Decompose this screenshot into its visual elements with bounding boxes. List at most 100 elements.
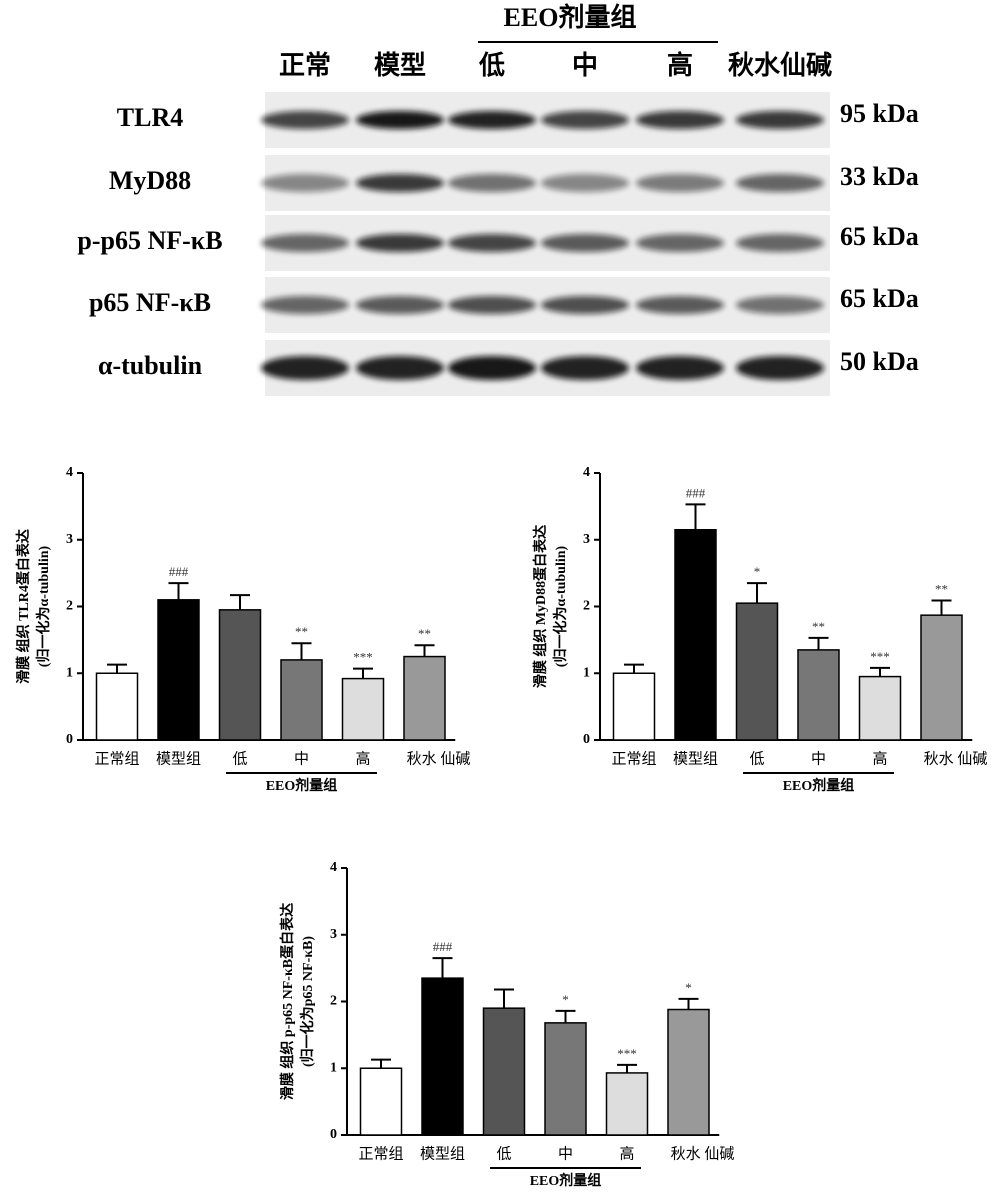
significance: ** [295, 624, 308, 639]
blot-group-label: EEO剂量组 [504, 2, 637, 32]
significance: ** [812, 619, 825, 634]
significance: *** [617, 1046, 637, 1061]
significance: *** [353, 650, 373, 665]
bar [218, 609, 262, 741]
significance: * [685, 980, 692, 995]
row-size: 50 kDa [840, 347, 919, 376]
y-axis-label: 滑膜 组织 TLR4蛋白表达 [15, 529, 32, 684]
bar-chart: 0 1 2 3 4 正常组 ### 模型组 * 低 ** 中 *** 高 ** 秋水 仙碱 EEO剂量组 滑膜 组… [532, 465, 987, 794]
band [541, 234, 629, 252]
lane-label: 模型 [374, 51, 426, 80]
band [261, 234, 349, 252]
y-tick-label: 0 [583, 732, 590, 747]
y-tick-label: 1 [330, 1060, 337, 1075]
x-tick-label: 秋水 仙碱 [671, 1145, 735, 1162]
x-tick-label: 秋水 仙碱 [407, 750, 471, 767]
significance: *** [870, 649, 890, 664]
band [261, 174, 349, 192]
significance: ### [686, 485, 706, 500]
y-tick-label: 0 [66, 732, 73, 747]
group-label: EEO剂量组 [266, 777, 338, 794]
band [448, 234, 536, 252]
row-label: α-tubulin [98, 351, 203, 380]
y-tick-label: 1 [66, 665, 73, 680]
y-axis-label: 滑膜 组织 p-p65 NF-κB蛋白表达 [279, 903, 296, 1100]
x-tick-label: 高 [619, 1145, 634, 1162]
band [736, 174, 824, 192]
band [448, 356, 536, 380]
bar [667, 1008, 710, 1136]
bar [735, 602, 779, 741]
bar-chart: 0 1 2 3 4 正常组 ### 模型组 低 * 中 *** 高 * 秋水 仙碱 EEO剂量组 滑膜 组织 p… [279, 860, 734, 1189]
bar [920, 614, 963, 741]
western-blot: EEO剂量组 正常 模型 低 中 高 秋水仙碱 TLR4 95 kDa MyD88 33 kDa p… [77, 2, 919, 396]
y-axis-label: (归一化为p65 NF-κB) [299, 936, 316, 1067]
significance: ** [418, 626, 431, 641]
lane-label: 中 [572, 51, 598, 80]
band [541, 356, 629, 380]
y-tick-label: 2 [66, 599, 73, 614]
band [736, 296, 824, 314]
band [448, 296, 536, 314]
row-label: TLR4 [117, 103, 183, 132]
band [356, 234, 444, 252]
x-tick-label: 正常组 [611, 750, 656, 767]
band [636, 296, 724, 314]
significance: ### [433, 939, 453, 954]
bar [605, 1072, 649, 1136]
band [261, 111, 349, 129]
x-tick-label: 中 [558, 1145, 573, 1162]
lane-label: 秋水仙碱 [728, 51, 832, 80]
lane-label: 高 [667, 50, 693, 80]
row-size: 65 kDa [840, 284, 919, 313]
band [356, 356, 444, 380]
y-axis-label: 滑膜 组织 MyD88蛋白表达 [532, 525, 549, 688]
y-tick-label: 1 [583, 665, 590, 680]
y-axis-label: (归一化为α-tubulin) [552, 545, 569, 667]
bar [341, 677, 385, 741]
y-tick-label: 0 [330, 1127, 337, 1142]
significance: * [562, 992, 569, 1007]
y-tick-label: 4 [66, 465, 73, 480]
band [736, 111, 824, 129]
group-label: EEO剂量组 [783, 777, 855, 794]
bar [359, 1067, 403, 1136]
bar [544, 1022, 587, 1136]
band [448, 111, 536, 129]
bar [421, 977, 464, 1136]
bar-chart: 0 1 2 3 4 正常组 ### 模型组 低 ** 中 *** 高 ** 秋水 仙碱 EEO剂量组 滑膜 组织… [15, 465, 470, 794]
y-tick-label: 2 [330, 994, 337, 1009]
y-tick-label: 2 [583, 599, 590, 614]
bar [280, 659, 323, 741]
band [356, 111, 444, 129]
bar [95, 672, 139, 741]
x-tick-label: 模型组 [673, 750, 718, 767]
lane-label: 正常 [279, 51, 331, 80]
band [261, 296, 349, 314]
row-label: p-p65 NF-κB [77, 226, 222, 255]
x-tick-label: 高 [872, 750, 887, 767]
band [448, 174, 536, 192]
x-tick-label: 模型组 [156, 750, 201, 767]
bar [157, 599, 200, 741]
band [541, 174, 629, 192]
y-tick-label: 3 [66, 532, 73, 547]
row-size: 33 kDa [840, 162, 919, 191]
bar [858, 675, 902, 741]
bar [674, 528, 717, 741]
significance: * [754, 564, 761, 579]
band [636, 356, 724, 380]
band [736, 234, 824, 252]
row-label: MyD88 [109, 166, 191, 195]
x-tick-label: 高 [355, 750, 370, 767]
bar [403, 655, 446, 741]
band [261, 356, 349, 380]
bar [797, 649, 840, 741]
row-size: 95 kDa [840, 99, 919, 128]
x-tick-label: 低 [496, 1145, 511, 1162]
band [636, 234, 724, 252]
y-tick-label: 3 [583, 532, 590, 547]
band [636, 111, 724, 129]
x-tick-label: 正常组 [358, 1145, 403, 1162]
